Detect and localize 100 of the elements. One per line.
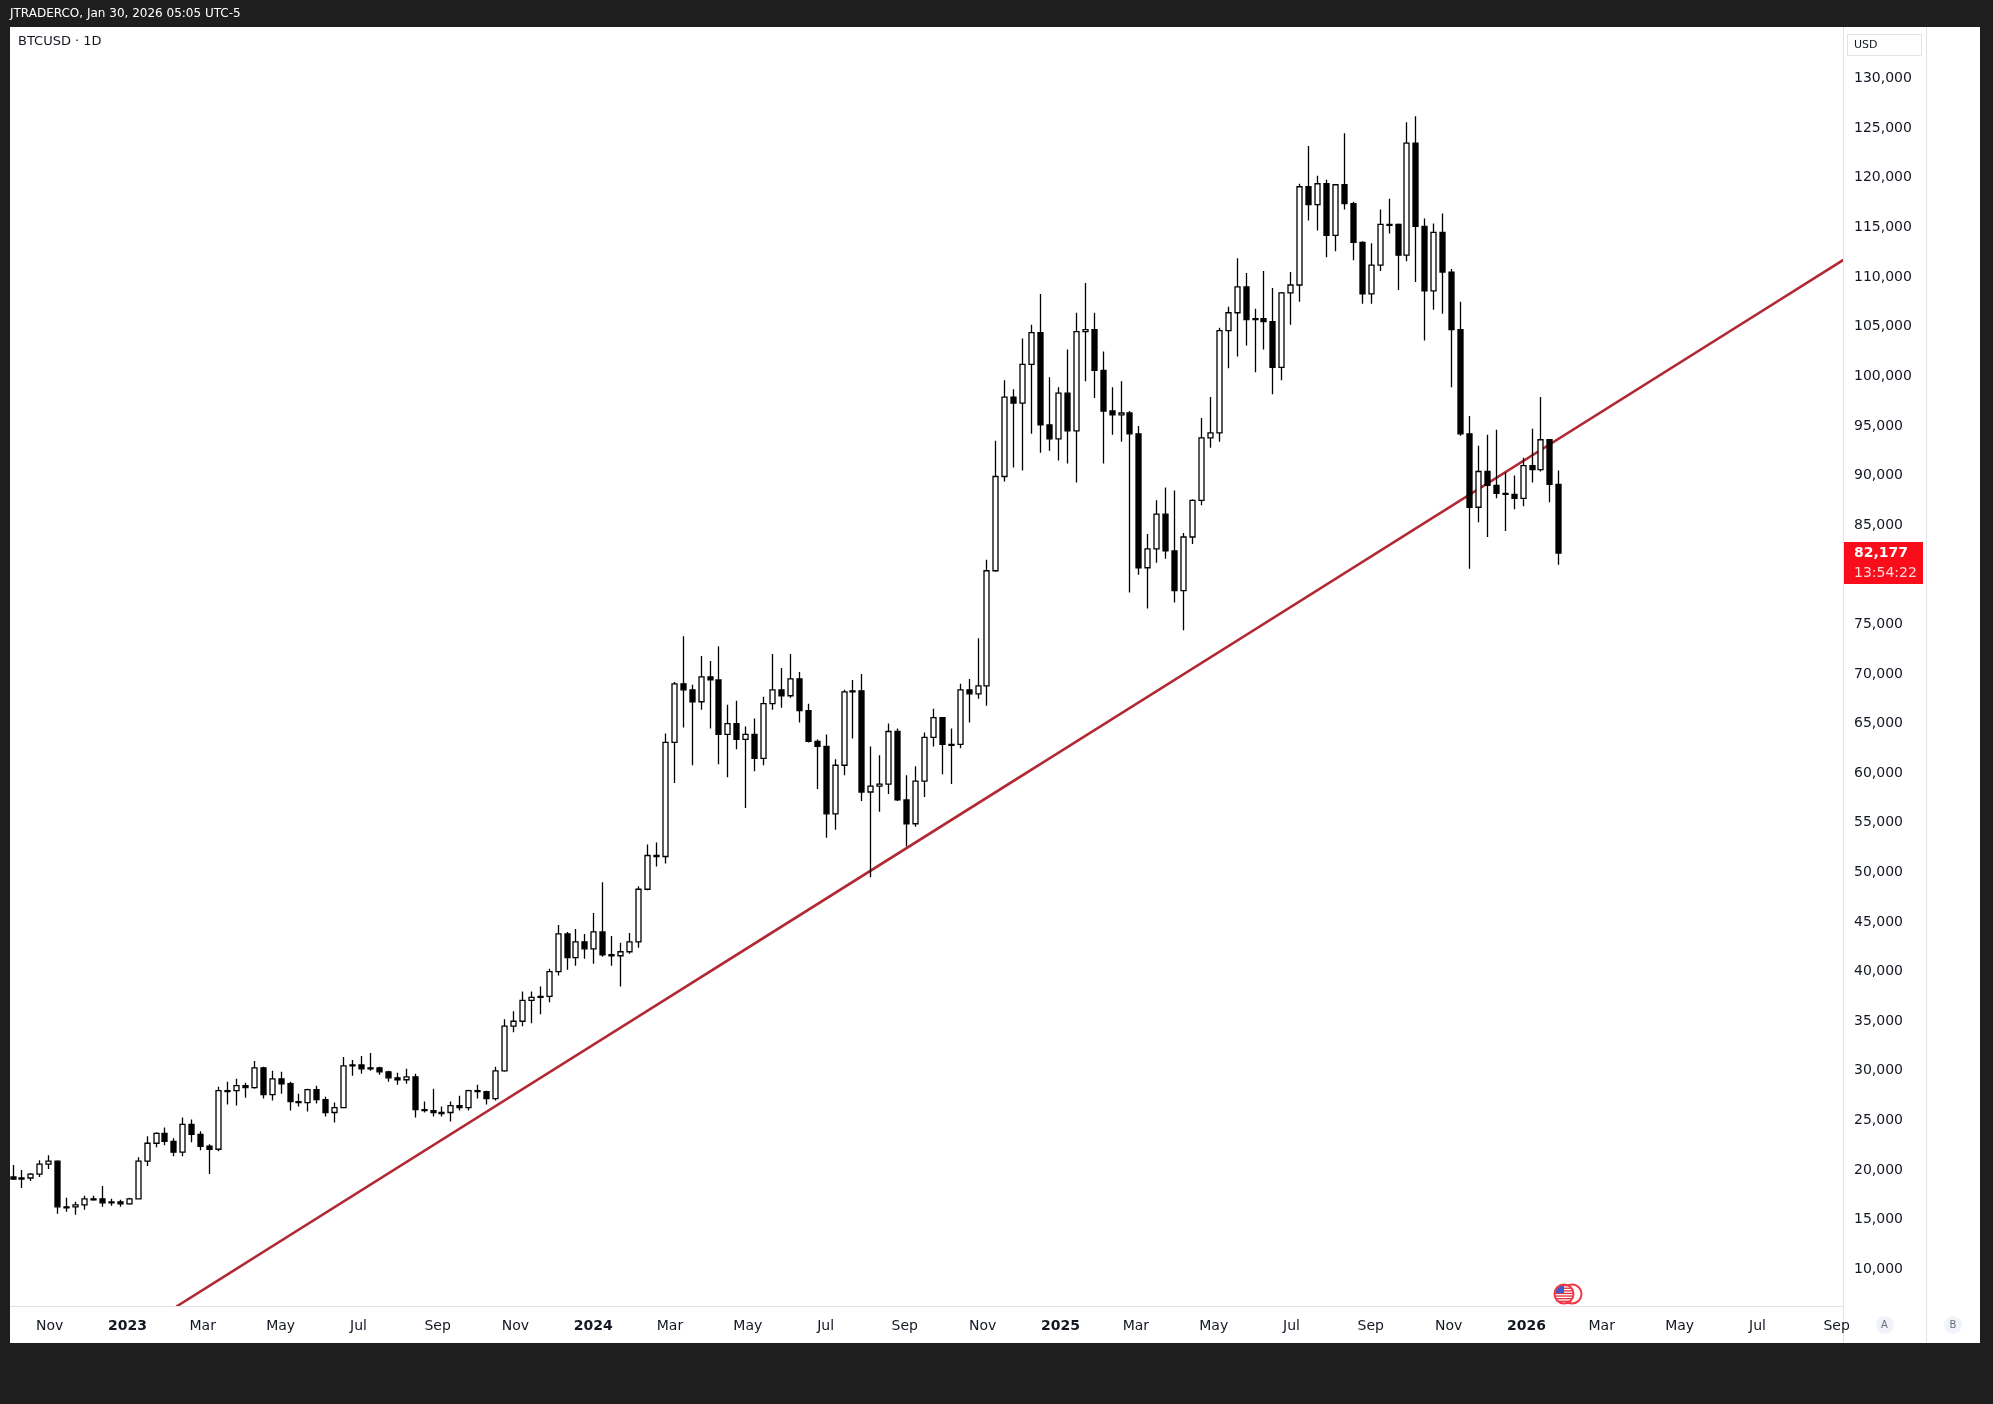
x-tick-label: Jul	[816, 1317, 835, 1334]
candlestick	[1234, 257, 1241, 358]
candlestick	[144, 1135, 151, 1167]
candlestick	[608, 935, 615, 967]
candlestick	[1144, 533, 1151, 610]
candlestick	[760, 696, 767, 766]
x-tick-label: Sep	[1357, 1317, 1385, 1334]
y-tick-label: 40,000	[1854, 962, 1903, 979]
candlestick	[54, 1159, 61, 1215]
candlestick	[948, 727, 955, 785]
candlestick	[492, 1066, 499, 1102]
y-tick-label: 100,000	[1854, 366, 1912, 383]
candlestick	[99, 1185, 106, 1208]
text: 13:54:22	[1854, 563, 1917, 580]
candlestick	[126, 1197, 133, 1206]
candlestick	[1010, 388, 1017, 469]
candlestick	[689, 684, 696, 766]
candlestick	[1073, 312, 1080, 484]
candlestick	[662, 732, 669, 865]
x-tick-label: Sep	[891, 1317, 919, 1334]
candlestick	[27, 1172, 34, 1182]
candlestick	[1305, 145, 1312, 222]
candlestick	[698, 655, 705, 711]
y-tick-label: 115,000	[1854, 218, 1912, 235]
y-tick-label: 95,000	[1854, 416, 1903, 433]
y-tick-label: 90,000	[1854, 466, 1903, 483]
candlestick	[197, 1130, 204, 1151]
candlestick	[742, 725, 749, 809]
candlestick	[992, 440, 999, 573]
x-tick-label: Nov	[501, 1317, 530, 1334]
candlestick	[135, 1156, 142, 1200]
x-tick-label: Nov	[969, 1317, 997, 1334]
candlestick	[81, 1195, 88, 1211]
x-tick-label: Jul	[349, 1317, 367, 1334]
candlestick	[242, 1082, 249, 1099]
candlestick	[1082, 282, 1089, 382]
candlestick	[966, 678, 973, 724]
candlestick	[447, 1100, 454, 1123]
candlestick	[796, 671, 803, 724]
y-tick-label: 20,000	[1854, 1160, 1903, 1177]
candlestick	[653, 841, 660, 868]
candlestick	[349, 1059, 356, 1077]
candlestick	[224, 1081, 231, 1106]
candlestick	[36, 1159, 43, 1178]
candlestick	[751, 717, 758, 772]
candlestick	[1350, 200, 1357, 261]
candlestick	[930, 708, 937, 748]
candlestick	[1019, 337, 1026, 472]
text: 82,177	[1854, 543, 1909, 560]
x-tick-label: May	[733, 1317, 763, 1334]
y-tick-label: 45,000	[1854, 912, 1903, 929]
candlestick	[805, 703, 812, 744]
candlestick	[385, 1070, 392, 1083]
y-tick-label: 25,000	[1854, 1111, 1903, 1128]
candlestick	[1171, 489, 1178, 604]
candlestick	[1064, 348, 1071, 465]
candlestick	[787, 653, 794, 699]
candlestick	[1100, 350, 1107, 465]
candlestick	[1278, 291, 1285, 381]
candlestick	[876, 754, 883, 813]
y-tick-label: 110,000	[1854, 267, 1912, 284]
candlestick	[1225, 306, 1232, 369]
candlestick	[1359, 240, 1366, 305]
x-tick-label: Mar	[656, 1317, 684, 1334]
text: BTCUSD · 1D	[18, 33, 102, 49]
candlestick	[1296, 183, 1303, 303]
candlestick	[45, 1154, 52, 1170]
candlestick	[394, 1072, 401, 1086]
candlestick	[1314, 175, 1321, 232]
candlestick	[269, 1070, 276, 1102]
candlestick	[1001, 379, 1008, 483]
candlestick	[894, 727, 901, 802]
candlestick	[376, 1066, 383, 1076]
candlestick	[313, 1085, 320, 1105]
x-tick-label: Nov	[35, 1317, 64, 1334]
y-axis-title: USD	[1854, 37, 1878, 51]
y-tick-label: 105,000	[1854, 317, 1912, 334]
candlestick	[1377, 208, 1384, 272]
candlestick	[403, 1068, 410, 1085]
candlestick	[72, 1201, 79, 1216]
candlestick	[510, 1010, 517, 1033]
candlestick	[251, 1060, 258, 1090]
candlestick	[1153, 499, 1160, 564]
candlestick	[769, 653, 776, 711]
candlestick	[1037, 293, 1044, 454]
candlestick	[1546, 439, 1553, 503]
candlestick	[63, 1197, 70, 1213]
x-tick-label: 2023	[107, 1317, 147, 1334]
x-tick-label: Sep	[424, 1317, 451, 1334]
candlestick	[233, 1078, 240, 1107]
candlestick	[1046, 376, 1053, 452]
candlestick	[528, 990, 535, 1024]
text: JTRADERCO, Jan 30, 2026 05:05 UTC-5	[10, 6, 241, 21]
candlestick	[1028, 324, 1035, 435]
candlestick	[957, 683, 964, 750]
candlestick	[671, 681, 678, 784]
candlestick	[188, 1118, 195, 1143]
x-tick-label: 2025	[1041, 1317, 1081, 1334]
candlestick	[1323, 179, 1330, 258]
candlestick	[626, 932, 633, 955]
